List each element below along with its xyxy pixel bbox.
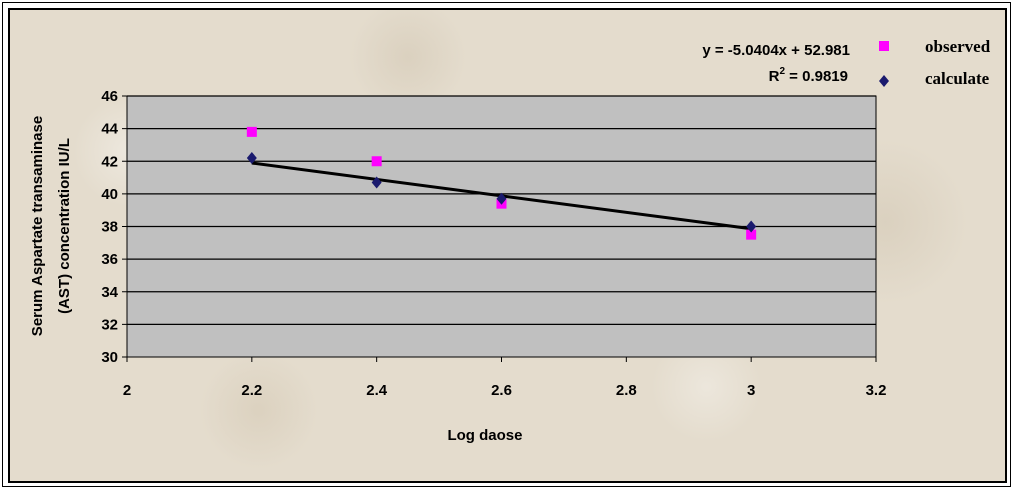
y-tick-label: 44	[101, 121, 118, 138]
y-tick-label: 38	[101, 219, 118, 236]
y-axis-ticks: 30 32 34 36 38 40 42 44 46	[101, 88, 127, 366]
observed-point	[371, 156, 382, 167]
r-squared-symbol: R	[769, 68, 780, 85]
observed-point	[246, 126, 257, 137]
calculate-point	[246, 151, 257, 164]
y-tick-label: 30	[101, 349, 118, 366]
y-axis-title-line-2: (AST) concentration IU/L	[56, 138, 73, 314]
x-tick-label: 3.2	[866, 382, 887, 399]
x-axis-ticks: 2 2.2 2.4 2.6 2.8 3 3.2	[123, 357, 887, 399]
x-tick-label: 2.8	[616, 382, 637, 399]
data-points	[246, 126, 757, 240]
y-tick-label: 40	[101, 186, 118, 203]
r-squared-value: = 0.9819	[785, 68, 848, 85]
calculate-point	[746, 220, 757, 233]
legend-item-calculate: calculate	[879, 69, 990, 88]
legend-diamond-marker	[879, 75, 889, 87]
x-tick-label: 2.6	[491, 382, 512, 399]
y-tick-label: 34	[101, 284, 118, 301]
observed-point	[746, 229, 757, 240]
y-tick-label: 32	[101, 316, 118, 333]
y-axis-title-line-1: Serum Aspartate transaminase	[29, 116, 46, 336]
x-tick-label: 2.2	[241, 382, 262, 399]
x-tick-label: 2.4	[366, 382, 388, 399]
legend: observed calculate	[879, 37, 991, 88]
y-axis-title: Serum Aspartate transaminase (AST) conce…	[29, 116, 73, 336]
chart-area	[8, 8, 1007, 483]
legend-item-observed: observed	[879, 37, 991, 56]
calculate-point	[371, 176, 382, 189]
r-squared-label: R2 = 0.9819	[769, 66, 848, 85]
x-tick-label: 3	[747, 382, 755, 399]
y-tick-label: 36	[101, 251, 118, 268]
legend-square-marker	[879, 41, 889, 51]
r-squared-superscript: 2	[779, 66, 785, 77]
calculate-point	[496, 192, 507, 205]
y-tick-label: 46	[101, 88, 118, 105]
legend-label-observed: observed	[925, 37, 991, 56]
legend-label-calculate: calculate	[925, 69, 990, 88]
x-axis-title: Log daose	[447, 427, 522, 444]
y-tick-label: 42	[101, 153, 118, 170]
x-tick-label: 2	[123, 382, 131, 399]
trendline-equation: y = -5.0404x + 52.981	[702, 42, 850, 59]
